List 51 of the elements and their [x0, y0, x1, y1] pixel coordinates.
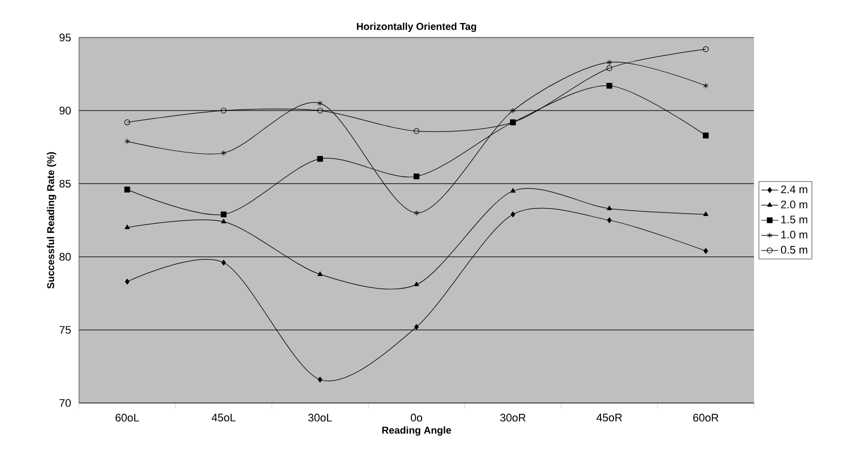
chart-title: Horizontally Oriented Tag	[356, 22, 476, 32]
point	[702, 46, 709, 52]
y-tick-label: 90	[60, 106, 71, 114]
point	[221, 218, 226, 224]
x-tick-label: 60oL	[116, 414, 140, 422]
legend-label: 0.5 m	[780, 246, 808, 254]
point	[414, 173, 420, 180]
y-tick-label: 70	[60, 399, 71, 407]
x-tick-label: 0o	[410, 414, 422, 422]
point	[318, 271, 323, 276]
x-tick-label: 30oL	[308, 414, 332, 422]
point	[607, 217, 612, 224]
point	[606, 82, 612, 89]
legend-label: 1.5 m	[781, 216, 808, 224]
point	[220, 108, 227, 114]
point	[317, 108, 323, 114]
legend-label: 1.0 m	[781, 230, 808, 239]
y-axis-title: Successful Reading Rate (%)	[46, 152, 56, 289]
point	[414, 282, 420, 286]
point	[510, 188, 516, 193]
x-tick-label: 60oR	[693, 414, 718, 422]
point	[510, 212, 516, 218]
point	[606, 59, 612, 66]
point	[414, 210, 420, 216]
point	[317, 156, 323, 162]
legend-label: 2.0 m	[781, 200, 808, 208]
y-tick-label: 85	[60, 180, 71, 188]
point	[221, 150, 226, 156]
point	[510, 108, 516, 114]
x-tick-label: 45oR	[596, 414, 622, 422]
legend-label: 2.4 m	[781, 185, 808, 194]
y-tick-label: 75	[60, 326, 71, 334]
point	[414, 324, 419, 330]
point	[318, 100, 323, 106]
point	[220, 212, 227, 218]
point	[124, 224, 130, 230]
point	[606, 206, 612, 210]
point	[702, 132, 709, 138]
point	[414, 128, 420, 134]
point	[124, 278, 130, 285]
point	[318, 376, 322, 383]
x-tick-label: 30oR	[500, 414, 526, 422]
point	[221, 260, 226, 266]
y-tick-label: 80	[60, 252, 71, 261]
point	[124, 186, 130, 192]
x-axis-title: Reading Angle	[382, 426, 452, 436]
point	[704, 248, 708, 254]
point	[703, 212, 708, 216]
point	[606, 65, 612, 72]
y-tick-label: 95	[60, 34, 71, 42]
x-tick-label: 45oL	[212, 414, 236, 422]
